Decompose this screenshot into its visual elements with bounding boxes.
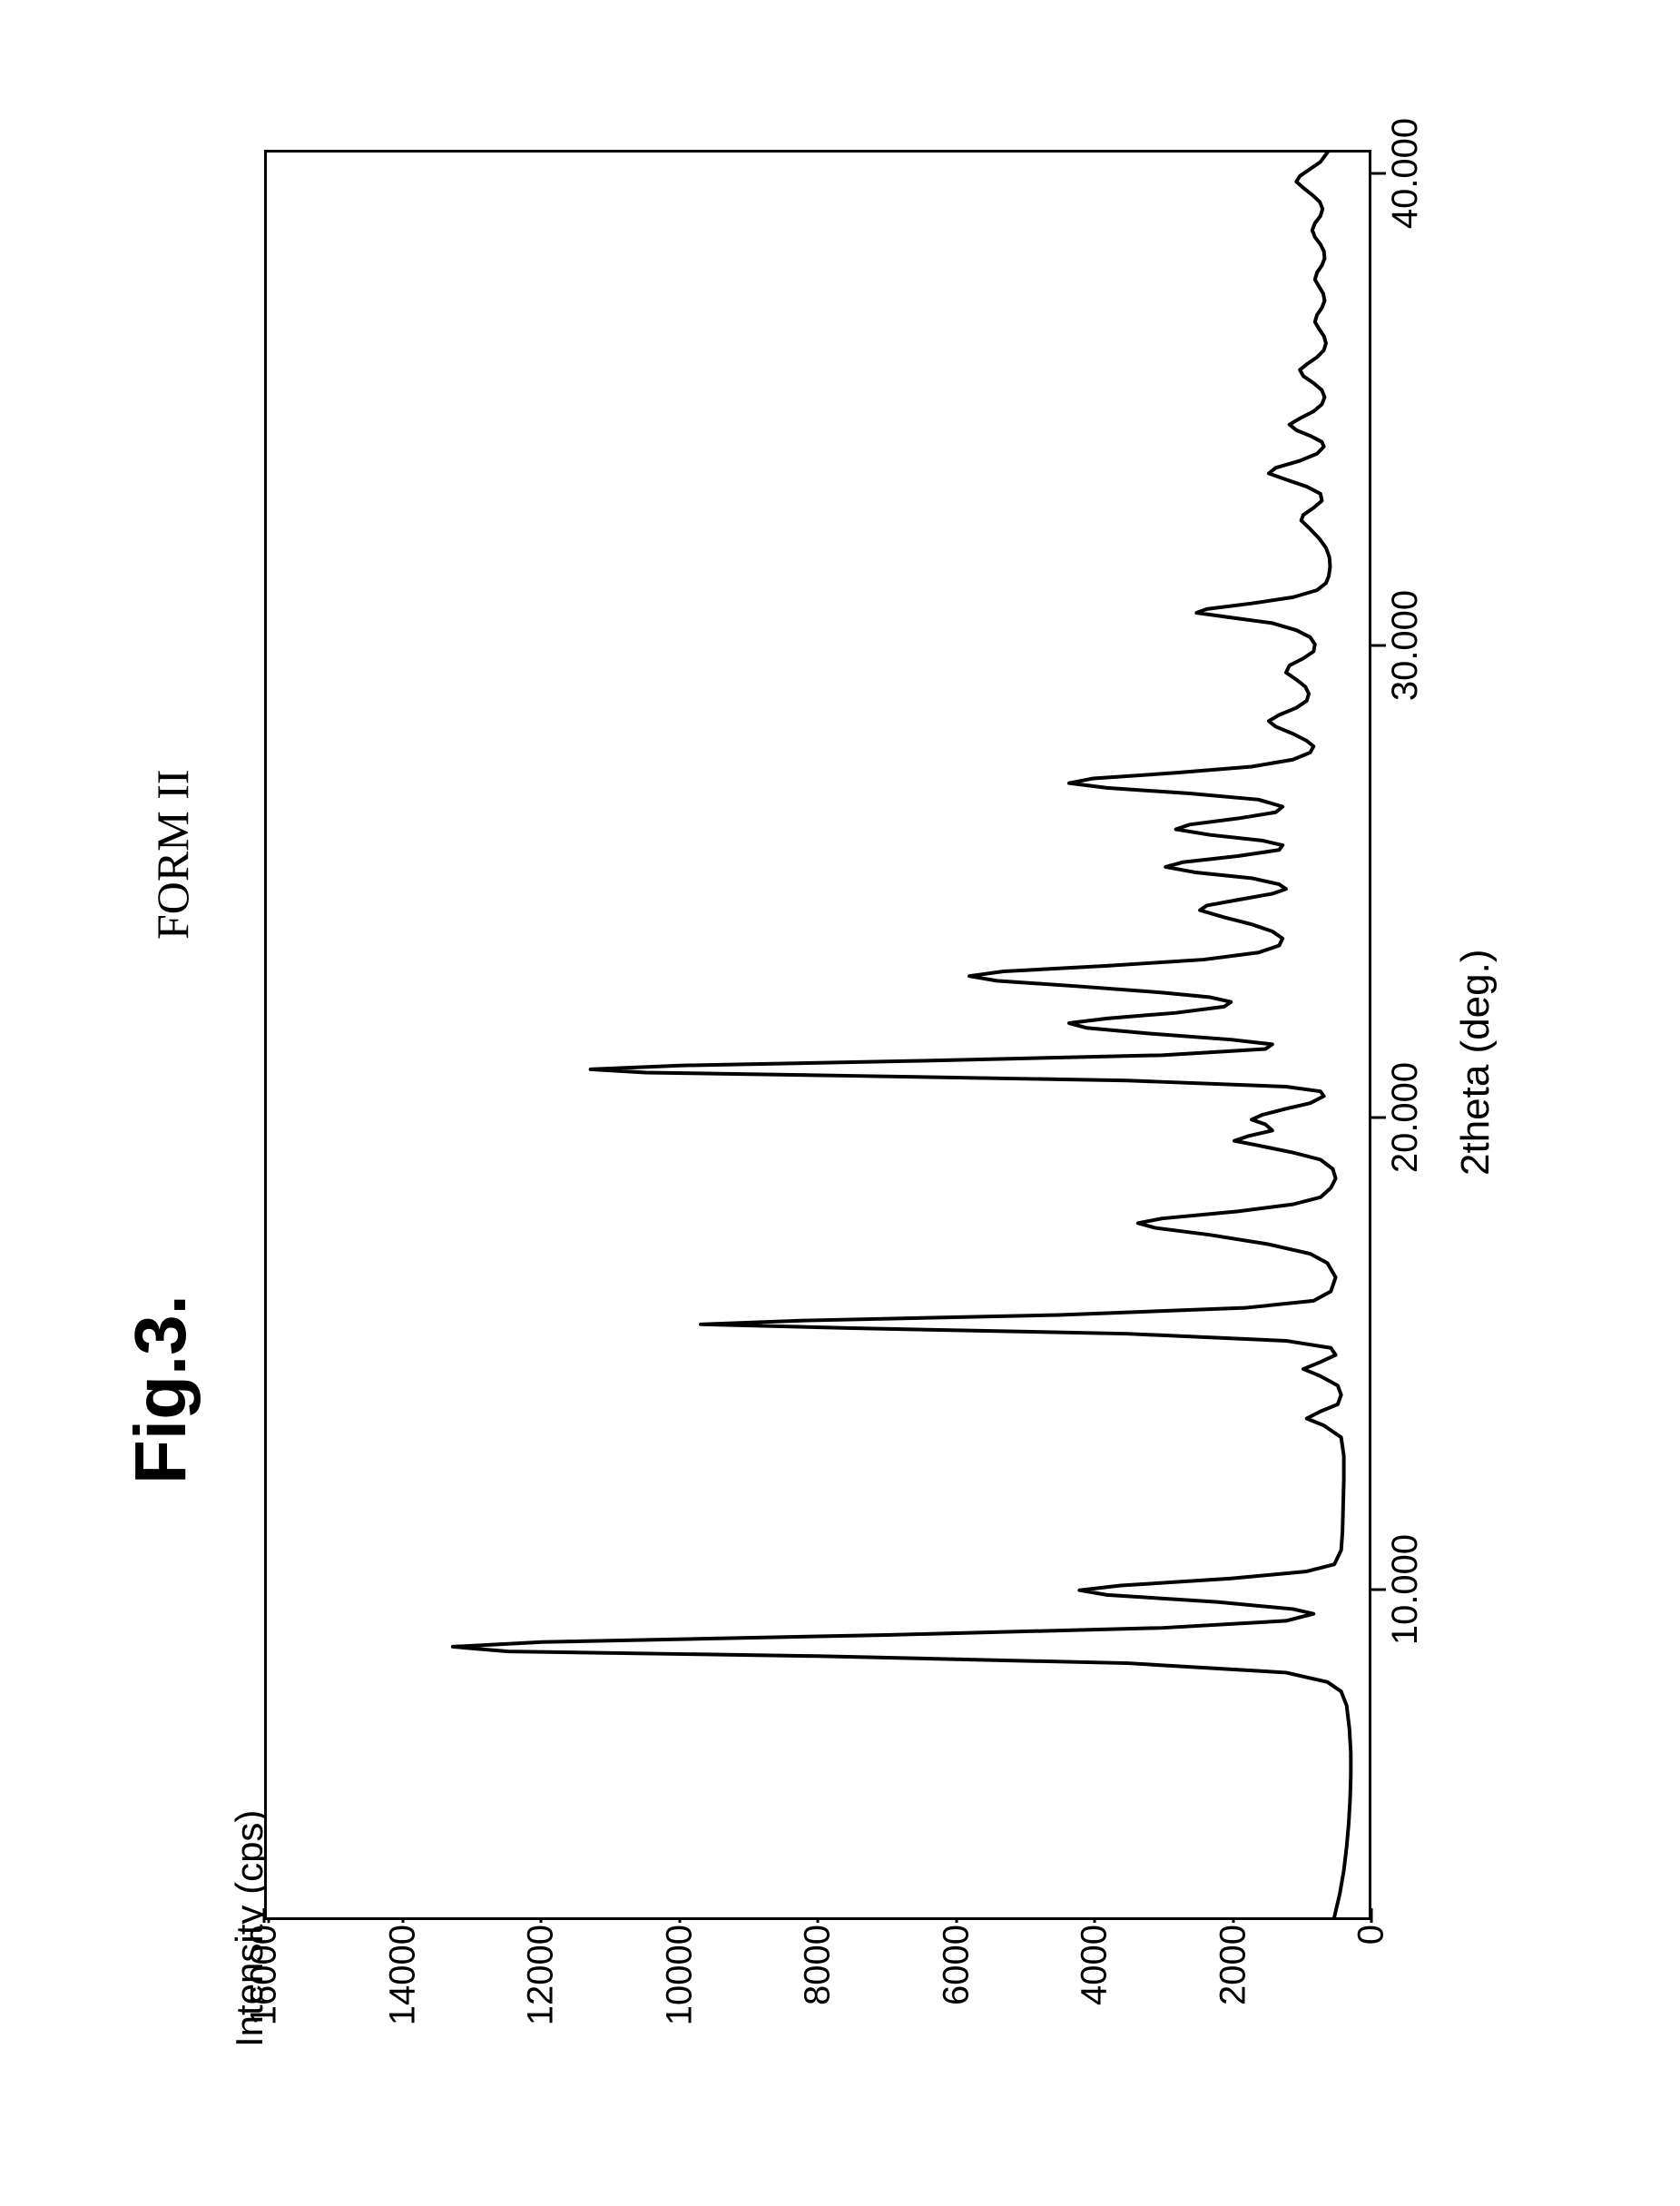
- diffraction-line: [267, 153, 1369, 1917]
- x-axis-title: 2theta (deg.): [1453, 950, 1498, 1177]
- x-tick-label: 30.000: [1385, 590, 1426, 701]
- y-tick-label: 10000: [659, 1925, 700, 2025]
- x-tick-label: 40.000: [1385, 118, 1426, 229]
- x-tick-label: 10.000: [1385, 1534, 1426, 1645]
- x-tick-mark: [1371, 645, 1386, 647]
- y-tick-label: 16000: [243, 1925, 284, 2025]
- y-tick-label: 0: [1351, 1925, 1391, 1945]
- x-tick-mark: [1371, 1117, 1386, 1119]
- chart-title: FORM II: [146, 769, 199, 940]
- x-tick-mark: [1371, 1589, 1386, 1591]
- y-tick-label: 6000: [936, 1925, 977, 2005]
- xrd-chart-container: Fig.3. FORM II Intensity (cps) 020004000…: [92, 104, 1589, 2102]
- y-tick-label: 12000: [520, 1925, 561, 2025]
- x-tick-label: 20.000: [1385, 1062, 1426, 1173]
- y-tick-label: 8000: [797, 1925, 838, 2005]
- y-tick-label: 2000: [1213, 1925, 1253, 2005]
- figure-label: Fig.3.: [119, 1295, 202, 1484]
- y-tick-label: 4000: [1074, 1925, 1115, 2005]
- plot-area: [264, 150, 1371, 1920]
- x-tick-mark: [1371, 172, 1386, 175]
- y-tick-label: 14000: [382, 1925, 423, 2025]
